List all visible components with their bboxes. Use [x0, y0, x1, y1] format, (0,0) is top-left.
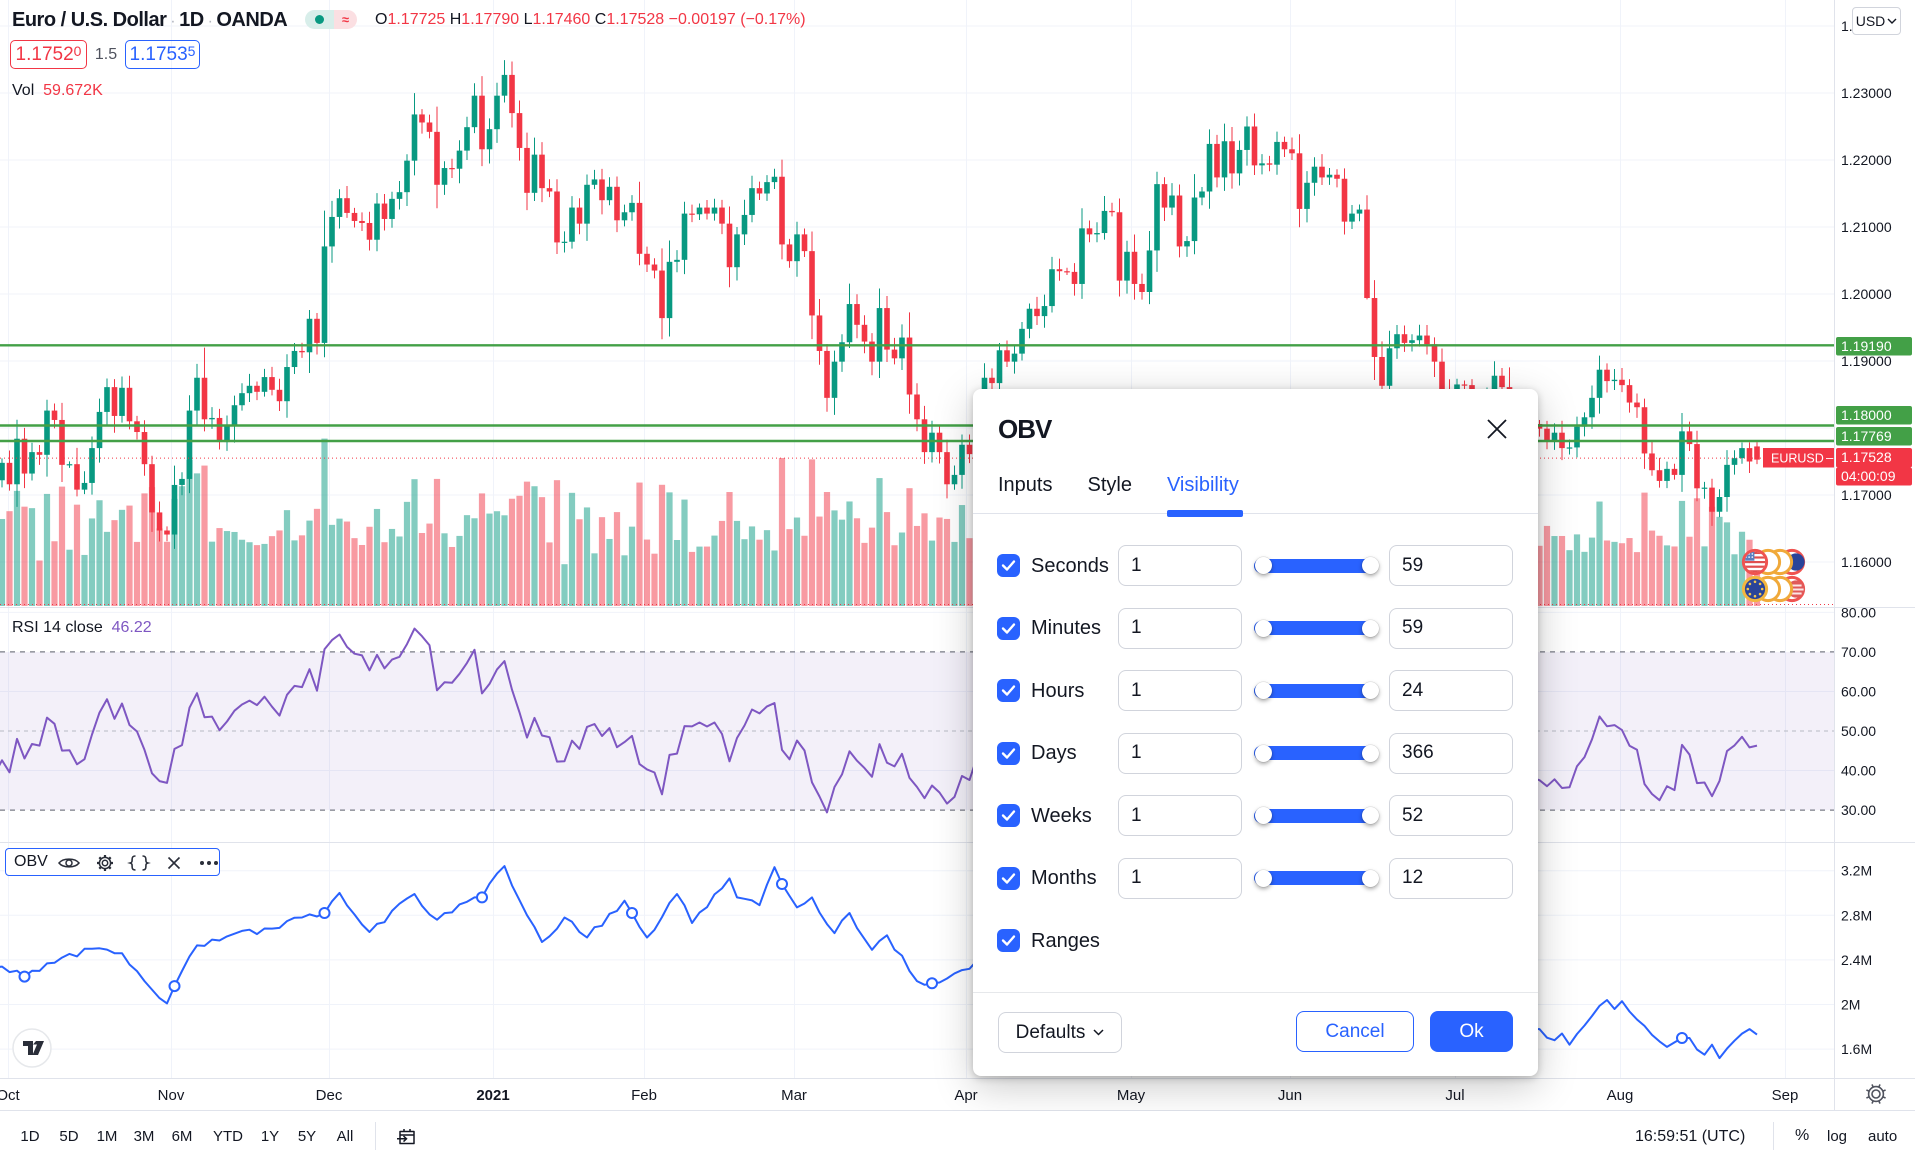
svg-text:80.00: 80.00 [1841, 604, 1876, 620]
svg-text:1.17528: 1.17528 [1841, 449, 1892, 465]
svg-text:60.00: 60.00 [1841, 684, 1876, 700]
svg-text:Jul: Jul [1445, 1087, 1464, 1104]
svg-text:2.4M: 2.4M [1841, 952, 1872, 968]
svg-text:3.2M: 3.2M [1841, 863, 1872, 879]
svg-text:Apr: Apr [954, 1087, 977, 1104]
svg-text:EURUSD: EURUSD [1771, 452, 1824, 466]
svg-text:Oct: Oct [0, 1087, 20, 1104]
svg-text:1.18000: 1.18000 [1841, 407, 1892, 423]
svg-text:Jun: Jun [1278, 1087, 1302, 1104]
svg-text:Nov: Nov [158, 1087, 185, 1104]
svg-text:2M: 2M [1841, 997, 1860, 1013]
svg-text:1.23000: 1.23000 [1841, 85, 1892, 101]
svg-text:1.19190: 1.19190 [1841, 338, 1892, 354]
svg-text:50.00: 50.00 [1841, 723, 1876, 739]
svg-text:2.8M: 2.8M [1841, 907, 1872, 923]
svg-text:1.22000: 1.22000 [1841, 152, 1892, 168]
svg-text:1.20000: 1.20000 [1841, 286, 1892, 302]
svg-text:40.00: 40.00 [1841, 763, 1876, 779]
svg-text:May: May [1117, 1087, 1146, 1104]
svg-text:Feb: Feb [631, 1087, 657, 1104]
svg-text:1.19000: 1.19000 [1841, 353, 1892, 369]
svg-text:–: – [1826, 450, 1834, 465]
svg-text:2021: 2021 [476, 1087, 509, 1104]
svg-text:70.00: 70.00 [1841, 644, 1876, 660]
svg-text:1.17769: 1.17769 [1841, 428, 1892, 444]
svg-text:1.16000: 1.16000 [1841, 554, 1892, 570]
svg-text:1.17000: 1.17000 [1841, 487, 1892, 503]
svg-text:1.21000: 1.21000 [1841, 219, 1892, 235]
svg-text:Dec: Dec [316, 1087, 343, 1104]
svg-text:Aug: Aug [1607, 1087, 1634, 1104]
svg-text:30.00: 30.00 [1841, 802, 1876, 818]
svg-text:04:00:09: 04:00:09 [1841, 468, 1896, 484]
svg-text:1.6M: 1.6M [1841, 1041, 1872, 1057]
svg-text:Mar: Mar [781, 1087, 807, 1104]
svg-text:Sep: Sep [1772, 1087, 1799, 1104]
